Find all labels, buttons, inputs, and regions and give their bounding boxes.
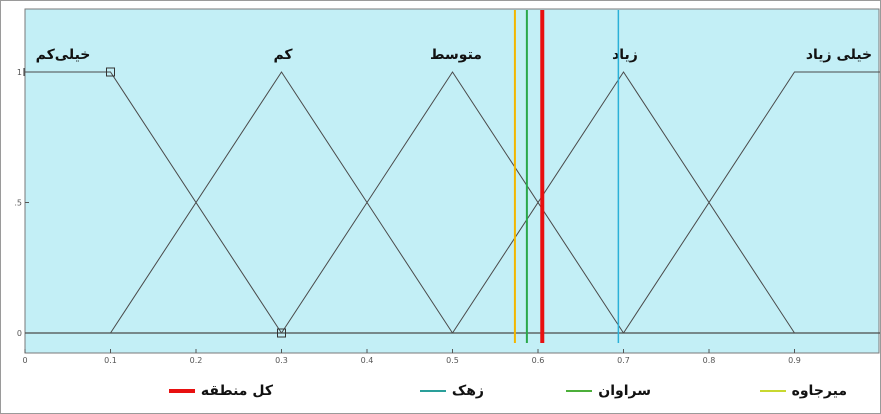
x-tick-label: 0.5: [446, 356, 459, 365]
y-tick-label: .5: [14, 199, 22, 208]
x-tick-label: 0.9: [788, 356, 801, 365]
x-tick-label: 0.4: [361, 356, 374, 365]
mf-line: [623, 71, 880, 334]
legend-swatch: [759, 390, 786, 392]
x-tick-label: 0.1: [104, 356, 117, 365]
x-tick-label: 0: [22, 356, 27, 365]
mf-line: [281, 71, 624, 334]
mf-label: کم: [273, 47, 293, 63]
legend-item: میرجاوه: [759, 379, 847, 403]
x-tick-label: 0.8: [703, 356, 716, 365]
legend-label: میرجاوه: [791, 383, 847, 399]
legend: کل منطقه زهک سراوان میرجاوه: [1, 373, 880, 413]
legend-item: کل منطقه: [168, 379, 273, 403]
legend-swatch: [419, 390, 446, 392]
mf-line: [110, 71, 453, 334]
mf-label: خیلی زیاد: [806, 47, 872, 63]
legend-label: سراوان: [598, 383, 651, 399]
x-tick-label: 0.3: [275, 356, 288, 365]
mf-label: خیلی‌کم: [36, 47, 91, 63]
mf-handle: [106, 67, 115, 77]
legend-swatch: [566, 390, 593, 392]
mf-label: متوسط: [430, 47, 482, 63]
x-tick-label: 0.6: [532, 356, 545, 365]
y-tick-label: 1: [17, 68, 22, 77]
legend-item: زهک: [419, 379, 484, 403]
y-tick-label: 0: [17, 329, 22, 338]
mf-label: زیاد: [612, 47, 638, 63]
legend-item: سراوان: [566, 379, 651, 403]
plot-area: [24, 8, 880, 354]
x-tick-label: 0.7: [617, 356, 630, 365]
mf-line: [25, 71, 282, 334]
membership-function-chart: 0 0.1 0.2 0.3 0.4 0.5 0.6 0.7 0.8 0.9 1 .5 0 خیلی‌کم ک…: [14, 8, 880, 365]
mf-line: [452, 71, 795, 334]
legend-swatch: [168, 389, 195, 393]
legend-label: کل منطقه: [200, 383, 273, 399]
mf-handle: [277, 328, 286, 338]
x-tick-label: 0.2: [190, 356, 203, 365]
legend-label: زهک: [451, 383, 484, 399]
